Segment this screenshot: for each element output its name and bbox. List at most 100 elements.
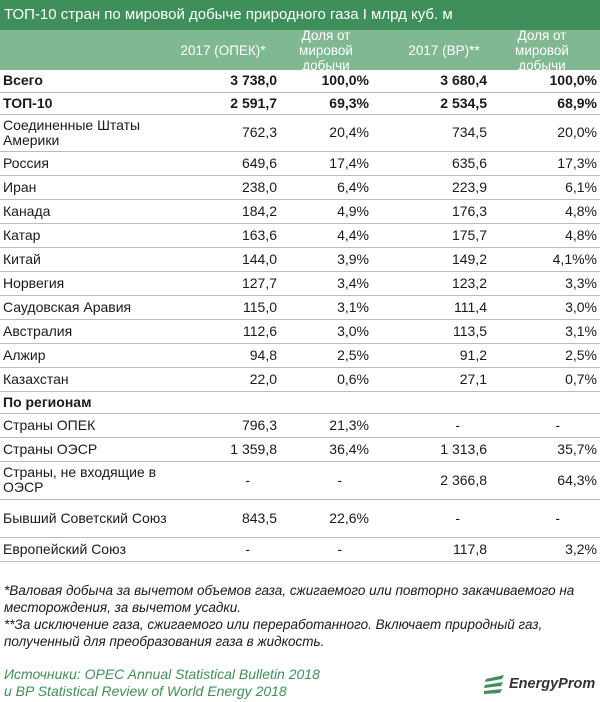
opec-value: 796,3	[176, 413, 280, 438]
bp-share: 3,2%	[490, 537, 600, 562]
table-row: Всего 3 738,0 100,0% 3 680,4 100,0%	[0, 70, 600, 93]
footnote-opec: *Валовая добыча за вычетом объемов газа,…	[4, 583, 575, 615]
opec-value: 184,2	[176, 199, 280, 224]
opec-share: 2,5%	[280, 343, 372, 368]
bp-share: 3,0%	[490, 295, 600, 320]
opec-value: 22,0	[176, 367, 280, 392]
opec-share: 100,0%	[280, 70, 372, 93]
table-row: ТОП-10 2 591,7 69,3% 2 534,5 68,9%	[0, 92, 600, 115]
row-label: Канада	[0, 199, 176, 224]
bp-value: 113,5	[372, 319, 490, 344]
opec-value: 115,0	[176, 295, 280, 320]
opec-share: 20,4%	[280, 114, 372, 152]
table-row: Страны ОЭСР 1 359,8 36,4% 1 313,6 35,7%	[0, 437, 600, 462]
opec-share: 17,4%	[280, 151, 372, 176]
opec-share: 3,9%	[280, 247, 372, 272]
opec-value: 843,5	[176, 499, 280, 538]
row-label: Австралия	[0, 319, 176, 344]
row-label: Катар	[0, 223, 176, 248]
footnotes: *Валовая добыча за вычетом объемов газа,…	[4, 582, 598, 650]
row-label: Бывший Советский Союз	[0, 499, 176, 538]
logo-text: EnergyProm	[509, 676, 596, 692]
row-label: Китай	[0, 247, 176, 272]
sources: Источники: OPEC Annual Statistical Bulle…	[4, 666, 424, 700]
bp-value: 176,3	[372, 199, 490, 224]
row-label: Страны ОЭСР	[0, 437, 176, 462]
bp-value: 2 534,5	[372, 92, 490, 115]
row-label: Саудовская Аравия	[0, 295, 176, 320]
energyprom-logo-icon	[484, 675, 504, 694]
opec-share: -	[280, 461, 372, 500]
opec-share: 21,3%	[280, 413, 372, 438]
bp-value: 111,4	[372, 295, 490, 320]
header-opec-2017: 2017 (ОПЕК)*	[180, 42, 266, 58]
opec-share: 22,6%	[280, 499, 372, 538]
source-line-1: Источники: OPEC Annual Statistical Bulle…	[4, 666, 320, 682]
opec-share: 4,9%	[280, 199, 372, 224]
table-row: Норвегия 127,7 3,4% 123,2 3,3%	[0, 271, 600, 296]
opec-value: 94,8	[176, 343, 280, 368]
bp-value: 734,5	[372, 114, 490, 152]
table-row: Иран 238,0 6,4% 223,9 6,1%	[0, 175, 600, 200]
table-row: По регионам	[0, 391, 600, 414]
opec-share: 0,6%	[280, 367, 372, 392]
row-label: Казахстан	[0, 367, 176, 392]
bp-share: 6,1%	[490, 175, 600, 200]
bp-value: 3 680,4	[372, 70, 490, 93]
opec-share: 3,0%	[280, 319, 372, 344]
bp-share: 2,5%	[490, 343, 600, 368]
opec-share: 3,1%	[280, 295, 372, 320]
row-label: Европейский Союз	[0, 537, 176, 562]
row-label: ТОП-10	[0, 92, 176, 115]
bp-value: 2 366,8	[372, 461, 490, 500]
table-row: Алжир 94,8 2,5% 91,2 2,5%	[0, 343, 600, 368]
table-title: ТОП-10 стран по мировой добыче природног…	[0, 0, 600, 30]
table-row: Европейский Союз - -117,8 3,2%	[0, 537, 600, 562]
bp-value: 123,2	[372, 271, 490, 296]
table-row: Бывший Советский Союз 843,5 22,6% - -	[0, 499, 600, 538]
footnote-bp: **За исключение газа, сжигаемого или пер…	[4, 617, 543, 649]
bp-share: 100,0%	[490, 70, 600, 93]
table-row: Катар 163,6 4,4% 175,7 4,8%	[0, 223, 600, 248]
table-row: Страны ОПЕК 796,3 21,3% - -	[0, 413, 600, 438]
bp-share: 35,7%	[490, 437, 600, 462]
bp-share: 68,9%	[490, 92, 600, 115]
table-row: Канада 184,2 4,9% 176,3 4,8%	[0, 199, 600, 224]
table-row: Соединенные Штаты Америки 762,3 20,4% 734,5…	[0, 114, 600, 152]
bp-share: -	[490, 499, 600, 538]
bp-share: 4,1%%	[490, 247, 600, 272]
row-label: Страны ОПЕК	[0, 413, 176, 438]
bp-value: 149,2	[372, 247, 490, 272]
bp-value: 91,2	[372, 343, 490, 368]
table-header: 2017 (ОПЕК)* Доля от мировой добычи 2017…	[0, 27, 600, 73]
bp-share: 20,0%	[490, 114, 600, 152]
energyprom-logo: EnergyProm	[484, 672, 595, 696]
opec-share: 69,3%	[280, 92, 372, 115]
row-label: Иран	[0, 175, 176, 200]
opec-value: 127,7	[176, 271, 280, 296]
bp-value: -	[372, 413, 490, 438]
table-row: Россия 649,6 17,4% 635,6 17,3%	[0, 151, 600, 176]
header-bp-share: Доля от мировой добычи	[515, 27, 569, 73]
opec-share: 3,4%	[280, 271, 372, 296]
opec-share: -	[280, 537, 372, 562]
bp-share: 64,3%	[490, 461, 600, 500]
bp-value: 223,9	[372, 175, 490, 200]
opec-value: 163,6	[176, 223, 280, 248]
opec-value: 2 591,7	[176, 92, 280, 115]
row-label: Всего	[0, 70, 176, 93]
header-bp-2017: 2017 (BP)**	[408, 42, 480, 58]
bp-share: 4,8%	[490, 223, 600, 248]
opec-value: 144,0	[176, 247, 280, 272]
row-label: Страны, не входящие в ОЭСР	[0, 461, 176, 500]
gas-production-table: Всего 3 738,0 100,0% 3 680,4 100,0% ТОП-10 2 5…	[0, 70, 600, 562]
opec-value: -	[176, 537, 280, 562]
bp-value: 1 313,6	[372, 437, 490, 462]
row-label: Соединенные Штаты Америки	[0, 114, 176, 152]
table-row: Казахстан 22,0 0,6% 27,1 0,7%	[0, 367, 600, 392]
bp-value: -	[372, 499, 490, 538]
bp-share: 4,8%	[490, 199, 600, 224]
opec-value: 649,6	[176, 151, 280, 176]
bp-share: 3,3%	[490, 271, 600, 296]
table-row: Саудовская Аравия 115,0 3,1% 111,4 3,0%	[0, 295, 600, 320]
